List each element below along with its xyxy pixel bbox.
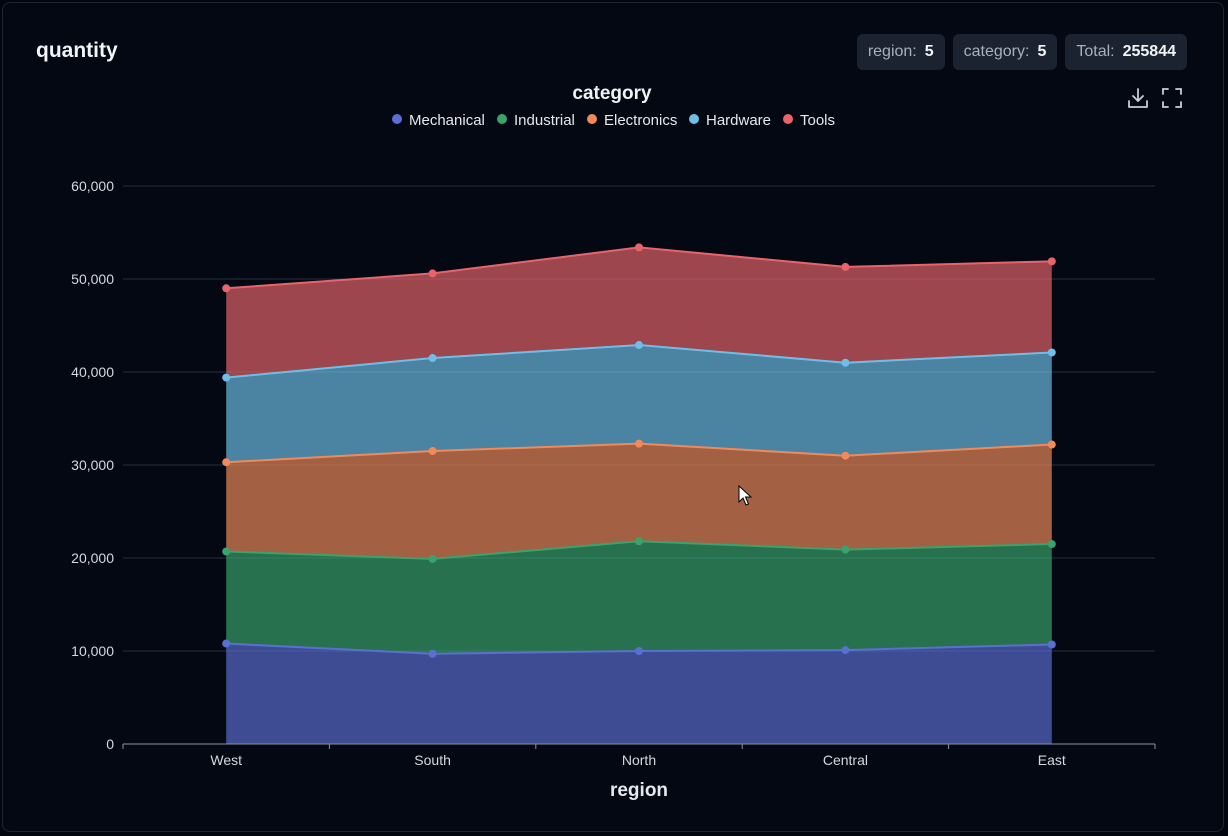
data-point-industrial [222,547,231,556]
badge-label: region: [867,43,917,60]
region-count-badge: region: 5 [856,34,945,70]
y-tick-label: 60,000 [71,178,114,194]
badge-label: category: [963,43,1030,60]
data-point-electronics [841,451,850,460]
legend-item-label: Electronics [604,112,677,129]
data-point-industrial [428,554,437,563]
y-tick-label: 20,000 [71,550,114,566]
summary-badges: region: 5 category: 5 Total: 255844 [856,34,1187,70]
data-point-mechanical [428,649,437,658]
area-electronics [226,443,1052,559]
legend-marker [587,114,597,124]
data-point-tools [841,262,850,271]
x-axis-title: region [610,780,668,801]
data-point-hardware [428,354,437,363]
y-tick-label: 0 [106,736,114,752]
data-point-electronics [1047,440,1056,449]
badge-value: 5 [1037,43,1047,60]
badge-value: 255844 [1122,43,1176,60]
data-point-electronics [222,458,231,467]
category-count-badge: category: 5 [952,34,1058,70]
data-point-tools [428,269,437,278]
data-point-industrial [635,537,643,546]
x-tick-label: West [210,752,242,768]
data-point-electronics [428,447,437,456]
data-point-hardware [841,358,850,367]
data-point-mechanical [635,647,643,655]
x-tick-label: North [622,752,656,768]
legend-item-label: Tools [800,112,835,129]
y-tick-label: 50,000 [71,271,114,287]
x-tick-label: South [414,752,451,768]
y-tick-label: 40,000 [71,364,114,380]
data-point-mechanical [1047,640,1056,649]
download-icon[interactable] [1127,87,1149,109]
area-mechanical [226,643,1052,744]
legend-item-label: Hardware [706,112,771,129]
data-point-industrial [841,545,850,554]
data-point-hardware [635,341,643,350]
data-point-tools [635,243,643,252]
area-hardware [226,345,1052,463]
badge-value: 5 [924,43,934,60]
legend-marker [392,114,402,124]
area-tools [226,247,1052,378]
data-point-electronics [635,439,643,448]
legend-item-label: Industrial [514,112,575,129]
data-point-mechanical [222,639,231,648]
legend-marker [689,114,699,124]
data-point-hardware [1047,348,1056,357]
legend-item-label: Mechanical [409,112,485,129]
data-point-tools [222,284,231,293]
area-industrial [226,541,1052,654]
legend-marker [783,114,793,124]
data-point-industrial [1047,540,1056,549]
total-badge: Total: 255844 [1065,34,1187,70]
x-tick-label: Central [823,752,868,768]
data-point-mechanical [841,646,850,655]
y-tick-label: 10,000 [71,643,114,659]
legend-marker [497,114,507,124]
chart-toolbar [1127,87,1183,109]
mouse-cursor-icon [738,485,752,506]
fullscreen-icon[interactable] [1161,87,1183,109]
legend-title: category [572,83,652,104]
x-tick-label: East [1038,752,1066,768]
data-point-tools [1047,257,1056,266]
panel-title: quantity [36,39,118,62]
data-point-hardware [222,373,231,382]
badge-label: Total: [1076,43,1115,60]
y-tick-label: 30,000 [71,457,114,473]
